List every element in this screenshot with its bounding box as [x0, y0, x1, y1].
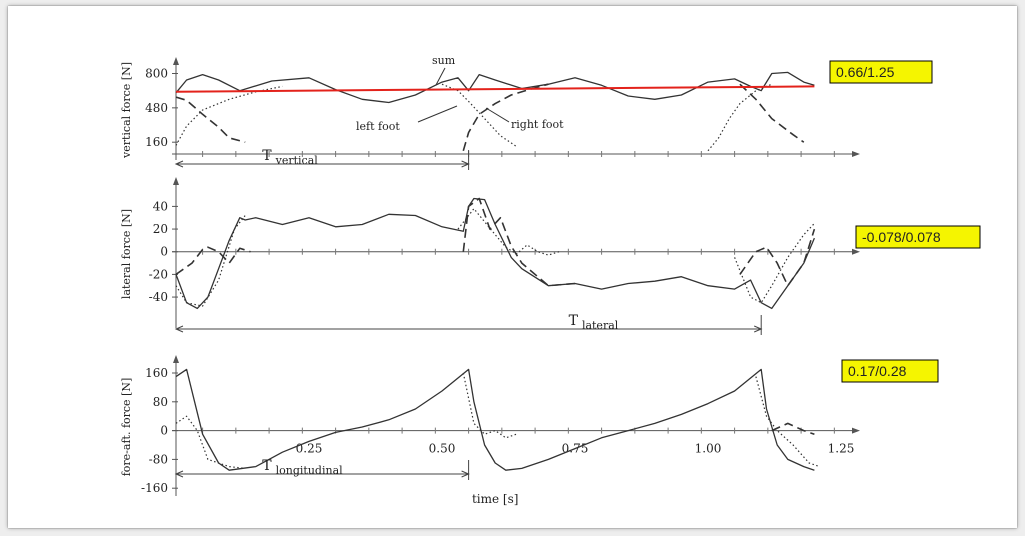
y-tick-label: 800: [145, 67, 168, 81]
annotation-right-foot-pointer: [485, 107, 510, 123]
annotation-right-foot: right foot: [511, 118, 564, 131]
series-dotted-line: [175, 85, 283, 146]
x-axis-arrow: [852, 248, 860, 255]
y-tick-label: 0: [160, 245, 168, 259]
panel-3: 160 80 0 -80 -160 fore-aft. force [N] 0.25 0.50…: [120, 355, 939, 506]
y-tick-label: 160: [145, 135, 168, 149]
annotation-sum-pointer: [435, 67, 446, 86]
series-dotted-line: [457, 208, 560, 256]
y-tick-label: 40: [153, 199, 168, 213]
series-solid-line: [175, 368, 815, 471]
x-tick-label: 1.00: [695, 442, 722, 456]
series-dashed-line: [739, 83, 805, 143]
annotation-sum: sum: [432, 54, 456, 67]
ratio-badge: [855, 225, 981, 249]
series-dotted-line: [441, 83, 517, 147]
series-dashed-line: [739, 228, 816, 287]
x-tick-label: 1.25: [828, 442, 855, 456]
series-dotted-line: [175, 215, 246, 307]
y-tick-label: -160: [141, 481, 168, 495]
x-axis-label: time [s]: [472, 492, 518, 506]
reference-line: [175, 85, 815, 93]
ratio-badge-text: -0.078/0.078: [862, 229, 941, 245]
period-label-sub: vertical: [275, 154, 319, 167]
series-dotted-line: [734, 222, 815, 304]
y-tick-label: 160: [145, 366, 168, 380]
period-arrow-left: [174, 160, 184, 168]
x-tick-label: 0.25: [296, 442, 323, 456]
x-axis-arrow: [852, 427, 860, 434]
y-tick-label: -20: [149, 267, 168, 281]
period-label-t: T: [262, 458, 272, 474]
period-label-sub: longitudinal: [276, 464, 343, 477]
y-tick-label: 0: [160, 424, 168, 438]
y-axis-label: fore-aft. force [N]: [120, 378, 133, 477]
y-axis-arrow: [173, 177, 179, 185]
y-axis-arrow: [173, 355, 179, 363]
ratio-badge: [829, 60, 933, 84]
period-arrow-left: [174, 325, 184, 333]
x-tick-label: 0.50: [429, 442, 456, 456]
annotation-left-foot: left foot: [356, 120, 400, 133]
series-dotted-line: [755, 376, 820, 468]
ratio-badge-text: 0.66/1.25: [836, 64, 895, 80]
y-tick-label: 480: [145, 101, 168, 115]
period-arrow-left: [174, 470, 184, 478]
y-tick-label: -40: [149, 290, 168, 304]
y-axis-label: lateral force [N]: [120, 209, 133, 299]
series-dotted-line: [462, 372, 517, 439]
ratio-badge: [841, 359, 939, 383]
y-tick-label: 80: [153, 395, 168, 409]
y-axis-label: vertical force [N]: [120, 62, 133, 159]
y-tick-label: 20: [153, 222, 168, 236]
series-dotted-line: [707, 83, 773, 152]
series-dashed-line: [462, 197, 576, 287]
y-axis-arrow: [173, 57, 179, 65]
period-label-t: T: [569, 313, 579, 329]
series-dashed-line: [175, 246, 251, 276]
y-tick-label: -80: [149, 452, 168, 466]
ratio-badge-text: 0.17/0.28: [848, 363, 907, 379]
panel-2: 40 20 0 -20 -40 lateral force [N] T lateral -0.0…: [120, 177, 981, 335]
period-label-sub: lateral: [582, 319, 619, 332]
period-label-t: T: [262, 148, 272, 164]
series-dotted-line: [175, 415, 246, 469]
series-solid-line: [175, 197, 815, 310]
series-dashed-line: [771, 422, 815, 435]
annotation-left-foot-pointer: [417, 105, 458, 123]
series-dashed-line: [175, 96, 246, 143]
x-axis-arrow: [852, 151, 860, 157]
